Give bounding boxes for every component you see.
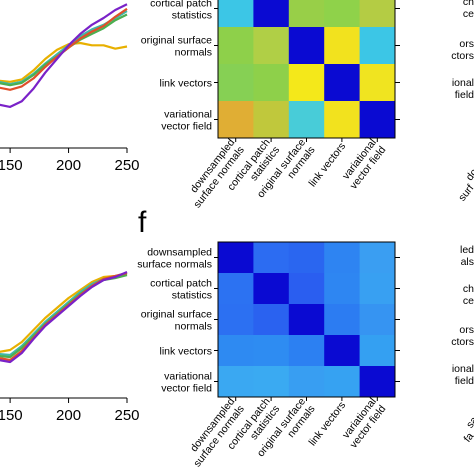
partial-row-label: ctors xyxy=(451,50,474,62)
x-tick-label: 200 xyxy=(56,407,81,424)
heatmap-cell xyxy=(324,0,360,28)
heatmap-cell xyxy=(359,273,396,305)
heatmap-cell xyxy=(218,101,254,139)
partial-row-label: ch xyxy=(463,0,474,8)
partial-col-label: surf xyxy=(456,182,474,203)
row-label: original surface normals xyxy=(141,35,212,59)
partial-row-label: ce xyxy=(463,8,474,20)
partial-row-label: led xyxy=(460,244,474,256)
col-label: variationalvector field xyxy=(338,396,388,451)
heatmap-cell xyxy=(324,335,360,367)
partial-col-label-group: do xyxy=(464,166,474,183)
heatmap-cell xyxy=(253,0,290,28)
x-tick-label: 250 xyxy=(114,407,139,424)
heatmap-cell xyxy=(288,27,325,65)
heatmap-cell xyxy=(288,242,325,274)
heatmap-cell xyxy=(324,366,360,398)
panel-letter-f: f xyxy=(138,206,147,239)
x-tick-label: 150 xyxy=(0,157,23,174)
partial-row-label: ch xyxy=(463,283,474,295)
row-label: cortical patch statistics xyxy=(150,278,212,302)
partial-col-label: do xyxy=(464,166,474,183)
heatmap-cell xyxy=(218,27,254,65)
row-label: cortical patch statistics xyxy=(150,0,212,22)
partial-row-label: ional xyxy=(452,77,474,89)
heatmap-cell xyxy=(253,242,290,274)
heatmap-cell xyxy=(218,242,254,274)
partial-row-label: ors xyxy=(459,38,474,50)
heatmap-cell xyxy=(359,242,396,274)
heatmap-cell xyxy=(253,27,290,65)
heatmap-cell xyxy=(359,27,396,65)
partial-col-label-group: fa xyxy=(462,430,474,444)
heatmap-cell xyxy=(253,101,290,139)
x-tick-label: 250 xyxy=(114,157,139,174)
heatmap-cell xyxy=(288,101,325,139)
partial-row-label: ional xyxy=(452,363,474,375)
heatmap-cell xyxy=(324,101,360,139)
heatmap-cell xyxy=(288,366,325,398)
col-label-group: variationalvector field xyxy=(338,137,388,192)
row-label: link vectors xyxy=(159,346,212,358)
heatmap-cell xyxy=(359,101,396,139)
series-line-3 xyxy=(0,13,128,87)
heatmap-cell xyxy=(359,304,396,336)
series-line-1 xyxy=(0,272,128,353)
heatmap-cell xyxy=(288,304,325,336)
col-label-group: variationalvector field xyxy=(338,396,388,451)
col-label: variationalvector field xyxy=(338,137,388,192)
heatmap-cell xyxy=(288,64,325,102)
heatmap-cell xyxy=(253,273,290,305)
heatmap-cell xyxy=(324,27,360,65)
row-label: original surface normals xyxy=(141,309,212,333)
heatmap-cell xyxy=(288,273,325,305)
series-line-1 xyxy=(0,41,128,83)
row-label: downsampled surface normals xyxy=(137,247,212,271)
heatmap-cell xyxy=(218,304,254,336)
heatmap-cell xyxy=(253,366,290,398)
heatmap-cell xyxy=(253,335,290,367)
heatmap-cell xyxy=(288,335,325,367)
partial-row-label: ors xyxy=(459,324,474,336)
series-line-5 xyxy=(0,3,128,108)
heatmap-cell xyxy=(359,64,396,102)
x-tick-label: 150 xyxy=(0,407,23,424)
series-line-4 xyxy=(0,7,128,91)
partial-row-label: field xyxy=(455,89,474,101)
partial-col-label: sa xyxy=(464,414,474,430)
series-line-5 xyxy=(0,270,128,364)
row-label: link vectors xyxy=(159,78,212,90)
heatmap-cell xyxy=(253,304,290,336)
heatmap-cell xyxy=(218,366,254,398)
heatmap-cell xyxy=(324,304,360,336)
partial-col-label-group: sa xyxy=(464,414,474,430)
heatmap-cell xyxy=(218,0,254,28)
row-label: variational vector field xyxy=(161,371,212,395)
heatmap-cell xyxy=(359,366,396,398)
partial-row-label: ce xyxy=(463,295,474,307)
heatmap-cell xyxy=(359,0,396,28)
heatmap-cell xyxy=(253,64,290,102)
partial-row-label: als xyxy=(461,256,474,268)
partial-row-label: field xyxy=(455,375,474,387)
heatmap-cell xyxy=(359,335,396,367)
heatmap-cell xyxy=(288,0,325,28)
heatmap-cell xyxy=(324,273,360,305)
row-label: variational vector field xyxy=(161,109,212,133)
partial-row-label: ctors xyxy=(451,336,474,348)
heatmap-cell xyxy=(324,242,360,274)
partial-col-label: fa xyxy=(462,430,474,444)
heatmap-cell xyxy=(218,273,254,305)
x-tick-label: 200 xyxy=(56,157,81,174)
heatmap-cell xyxy=(218,64,254,102)
partial-col-label-group: surf xyxy=(456,182,474,203)
series-line-2 xyxy=(0,271,128,357)
heatmap-cell xyxy=(218,335,254,367)
heatmap-cell xyxy=(324,64,360,102)
